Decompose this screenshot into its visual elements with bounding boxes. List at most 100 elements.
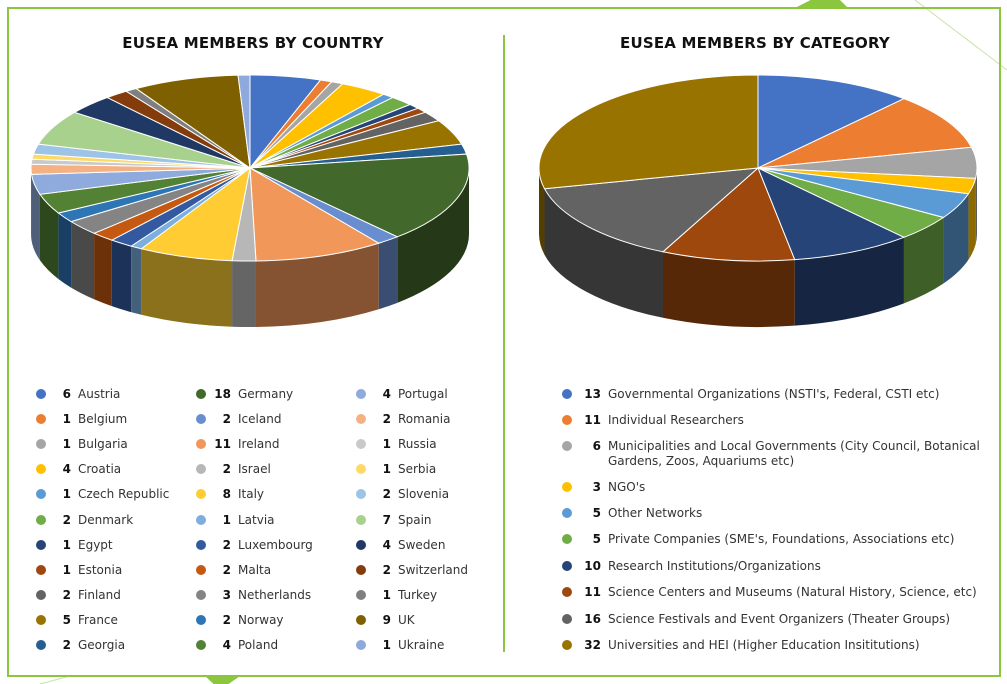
- legend-count: 1: [382, 587, 391, 602]
- legend-count: 2: [222, 537, 231, 552]
- legend-label: Israel: [238, 462, 271, 477]
- country-slice-side-malta: [94, 233, 112, 307]
- legend-label: NGO's: [608, 480, 646, 494]
- category-slice-side-ngo-s: [968, 178, 976, 260]
- legend-count: 1: [62, 437, 71, 452]
- legend-count: 5: [62, 612, 71, 627]
- country-slice-ukraine: [237, 74, 251, 169]
- legend-marker: [562, 640, 572, 650]
- legend-label: UK: [398, 612, 415, 627]
- legend-marker: [196, 589, 206, 600]
- legend-marker: [196, 464, 206, 475]
- category-slice-side-municipalities-and-local-governments-city-council-botanical-gardens-zoos-aquariums-etc: [975, 168, 977, 245]
- legend-label: Egypt: [78, 537, 113, 552]
- legend-label: Finland: [78, 587, 121, 602]
- legend-marker: [196, 439, 206, 450]
- legend-marker: [196, 514, 206, 525]
- legend-count: 2: [222, 462, 231, 477]
- legend-marker: [36, 414, 46, 425]
- category-slice-side-private-companies-sme-s-foundations-associations-etc: [903, 217, 944, 304]
- legend-marker: [356, 640, 366, 650]
- country-slice-side-israel: [232, 260, 256, 327]
- legend-count: 1: [222, 512, 231, 527]
- legend-label: Germany: [238, 387, 294, 401]
- legend-count: 2: [222, 412, 231, 427]
- legend-label: Other Networks: [608, 506, 703, 520]
- legend-label: Slovenia: [398, 487, 450, 502]
- legend-label: Ireland: [238, 437, 280, 452]
- country-slice-side-luxembourg: [111, 240, 132, 313]
- legend-label: Denmark: [78, 512, 134, 527]
- legend-label: Italy: [238, 487, 265, 502]
- legend-marker: [36, 564, 46, 575]
- legend-marker: [356, 464, 366, 475]
- legend-marker: [356, 514, 366, 525]
- country-slice-germany: [249, 153, 470, 238]
- legend-count: 1: [62, 412, 71, 427]
- legend-marker: [36, 439, 46, 450]
- legend-label: Ukraine: [398, 638, 445, 652]
- legend-label: Poland: [238, 638, 279, 652]
- legend-label: Science Centers and Museums (Natural His…: [608, 585, 977, 599]
- legend-marker: [36, 389, 46, 399]
- legend-marker: [36, 514, 46, 525]
- corner-triangle-top-right: [795, 0, 848, 8]
- corner-triangle-bottom-left: [205, 676, 240, 684]
- legend-count: 3: [222, 587, 231, 602]
- country-slice-side-poland: [39, 194, 59, 280]
- country-slice-side-romania: [31, 168, 32, 241]
- legend-count: 8: [222, 487, 231, 502]
- legend-count: 2: [62, 512, 71, 527]
- legend-label: Malta: [238, 562, 272, 577]
- legend-marker: [196, 489, 206, 500]
- legend-marker: [562, 587, 572, 597]
- legend-marker: [562, 534, 572, 544]
- legend-marker: [196, 564, 206, 575]
- category-slice-governmental-organizations-nsti-s-federal-csti-etc: [757, 74, 906, 169]
- legend-label: Individual Researchers: [608, 413, 744, 427]
- legend-marker: [356, 614, 366, 625]
- country-slice-side-portugal: [31, 174, 40, 261]
- legend-marker: [196, 640, 206, 650]
- legend-count: 4: [382, 537, 391, 552]
- legend-label: Spain: [398, 512, 432, 527]
- legend-marker: [36, 640, 46, 650]
- legend-count: 5: [592, 506, 601, 520]
- legend-label: Science Festivals and Event Organizers (…: [608, 612, 951, 626]
- legend-marker: [562, 441, 572, 451]
- legend-label: Netherlands: [238, 587, 312, 602]
- country-slice-side-netherlands: [71, 221, 95, 300]
- country-slice-side-italy: [141, 248, 233, 327]
- legend-count: 10: [584, 559, 601, 573]
- legend-label: Governmental Organizations (NSTI's, Fede…: [608, 387, 940, 401]
- legend-count: 3: [592, 480, 601, 494]
- legend-count: 1: [382, 462, 391, 477]
- legend-count: 4: [382, 387, 391, 401]
- country-slice-side-germany: [397, 168, 469, 303]
- country-slice-ireland: [249, 167, 380, 262]
- legend-label: Romania: [398, 412, 451, 427]
- legend-count: 32: [584, 638, 601, 652]
- legend-label: Universities and HEI (Higher Education I…: [608, 638, 920, 652]
- legend-label: Estonia: [78, 562, 123, 577]
- legend-label: Bulgaria: [78, 437, 128, 452]
- legend-marker: [36, 589, 46, 600]
- category-slice-side-science-festivals-and-event-organizers-theater-groups: [544, 188, 663, 318]
- legend-marker: [356, 539, 366, 550]
- legend-marker: [562, 508, 572, 518]
- legend-count: 2: [382, 487, 391, 502]
- legend-count: 1: [382, 638, 391, 652]
- legend-count: 2: [62, 638, 71, 652]
- legend-marker: [562, 482, 572, 492]
- legend-count: 2: [222, 612, 231, 627]
- category-chart-panel: EUSEA MEMBERS BY CATEGORY 13 Governmental…: [510, 8, 1000, 676]
- legend-marker: [36, 614, 46, 625]
- category-slice-side-other-networks: [943, 193, 969, 284]
- legend-label: Latvia: [238, 512, 275, 527]
- legend-count: 1: [62, 487, 71, 502]
- legend-count: 16: [584, 612, 601, 626]
- legend-label: Private Companies (SME's, Foundations, A…: [608, 532, 955, 546]
- country-slice-side-iceland: [378, 236, 398, 310]
- legend-count: 2: [382, 562, 391, 577]
